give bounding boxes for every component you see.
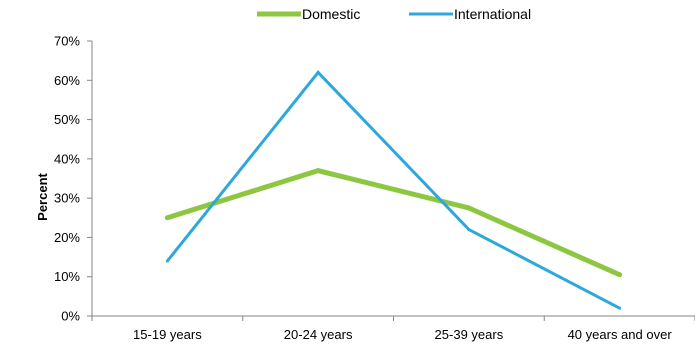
legend-label-international: International <box>454 6 531 22</box>
data-point-international <box>467 228 471 232</box>
y-tick-label: 10% <box>54 269 80 284</box>
data-point-domestic <box>164 215 170 221</box>
y-tick-label: 40% <box>54 151 80 166</box>
y-tick-label: 60% <box>54 73 80 88</box>
y-tick-label: 20% <box>54 230 80 245</box>
data-point-international <box>165 259 169 263</box>
x-tick-label: 15-19 years <box>133 327 202 342</box>
y-tick-label: 0% <box>61 309 80 324</box>
data-point-international <box>316 70 320 74</box>
data-point-domestic <box>617 272 623 278</box>
y-tick-label: 50% <box>54 112 80 127</box>
data-point-international <box>618 306 622 310</box>
series-line-international <box>166 70 621 310</box>
x-axis: 15-19 years 20-24 years 25-39 years 40 year… <box>91 315 695 342</box>
series-line-domestic <box>166 168 621 278</box>
y-tick-label: 70% <box>54 34 80 49</box>
legend-label-domestic: Domestic <box>302 6 360 22</box>
y-axis-title: Percent <box>35 172 50 220</box>
y-axis: 0% 10% 20% 30% 40% 50% 60% 70% <box>54 34 93 324</box>
data-point-domestic <box>466 205 472 211</box>
legend: Domestic International <box>257 6 531 22</box>
data-point-domestic <box>315 168 321 174</box>
series-layer <box>164 70 623 310</box>
y-tick-label: 30% <box>54 191 80 206</box>
x-tick-label: 25-39 years <box>435 327 504 342</box>
x-tick-label: 20-24 years <box>284 327 353 342</box>
x-tick-label: 40 years and over <box>568 327 673 342</box>
